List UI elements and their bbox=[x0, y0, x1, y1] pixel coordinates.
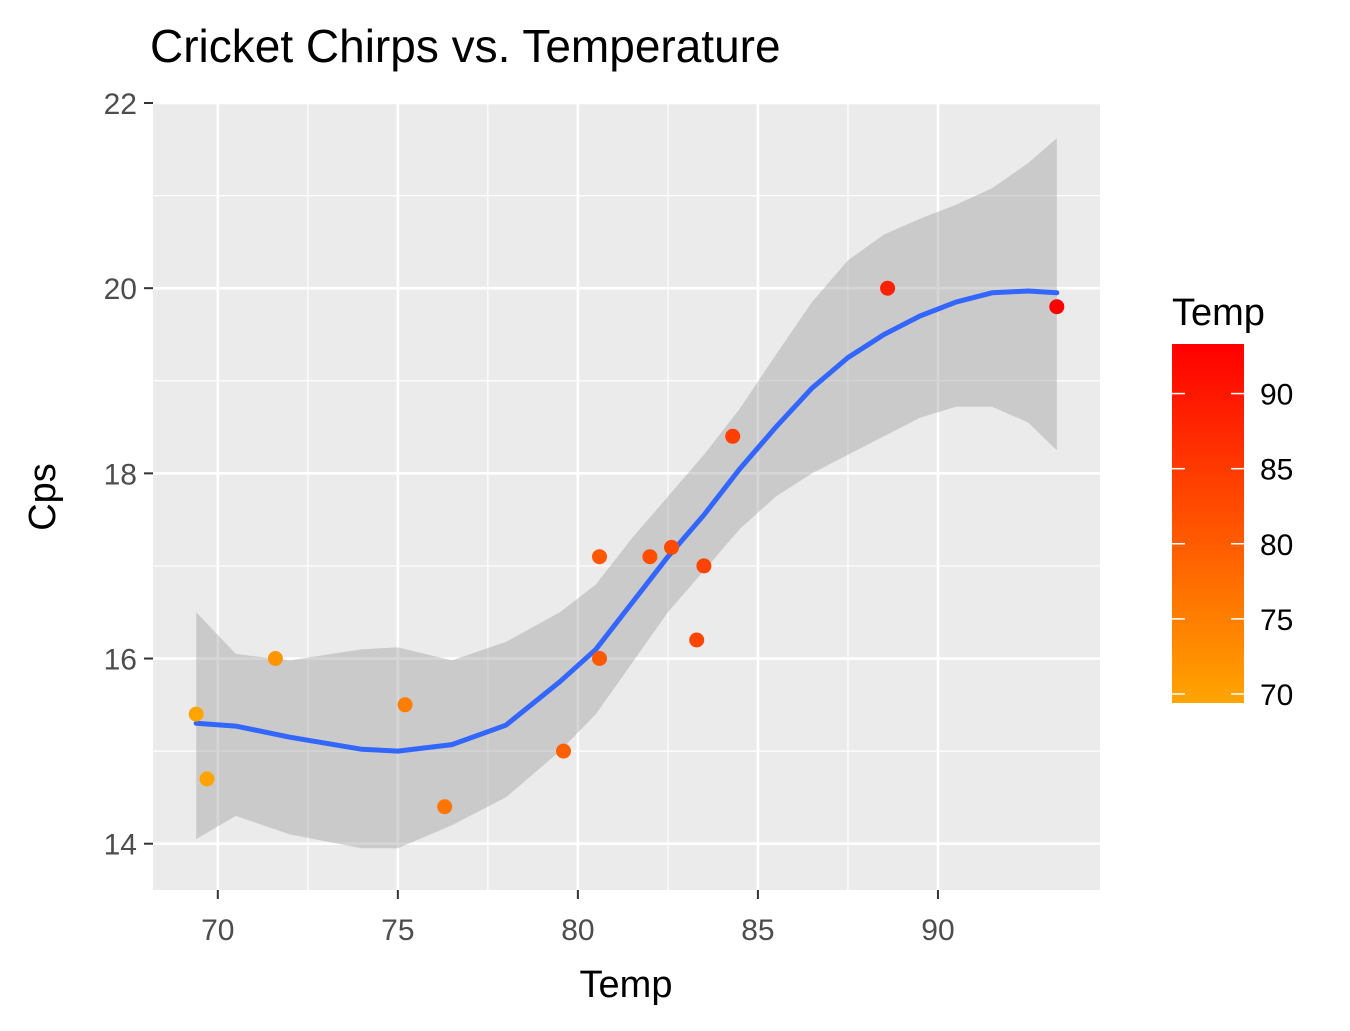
chart-title: Cricket Chirps vs. Temperature bbox=[150, 20, 781, 72]
data-point bbox=[592, 549, 607, 565]
legend-tick-label: 85 bbox=[1260, 454, 1293, 487]
y-tick-label: 18 bbox=[104, 458, 137, 491]
data-point bbox=[725, 428, 741, 444]
data-point bbox=[199, 771, 215, 787]
x-tick-label: 70 bbox=[201, 914, 234, 947]
legend-ticks: 70 75 80 85 90 bbox=[1172, 379, 1293, 712]
grid-minor bbox=[153, 103, 1100, 890]
data-point bbox=[664, 539, 679, 555]
data-point bbox=[556, 743, 571, 759]
data-point bbox=[188, 706, 204, 722]
y-tick-label: 16 bbox=[104, 644, 137, 677]
data-point bbox=[397, 697, 413, 713]
data-points bbox=[188, 280, 1065, 815]
y-axis-title: Cps bbox=[22, 463, 64, 531]
x-tick-label: 75 bbox=[381, 914, 414, 947]
x-tick-label: 85 bbox=[741, 914, 774, 947]
x-tick-label: 80 bbox=[561, 914, 594, 947]
data-point bbox=[689, 632, 705, 648]
legend-tick-label: 80 bbox=[1260, 529, 1293, 562]
y-axis: 14 16 18 20 22 bbox=[104, 88, 153, 862]
legend-title: Temp bbox=[1172, 292, 1265, 334]
smooth-line bbox=[193, 288, 1060, 754]
legend-tick-label: 70 bbox=[1260, 679, 1293, 712]
color-legend: Temp 70 75 80 85 90 bbox=[1172, 292, 1293, 712]
data-point bbox=[267, 651, 283, 666]
x-axis-title: Temp bbox=[580, 964, 673, 1006]
y-tick-label: 20 bbox=[104, 273, 137, 306]
data-point bbox=[642, 549, 658, 565]
plot-panel bbox=[153, 101, 1100, 890]
data-point bbox=[592, 651, 607, 666]
grid-major bbox=[153, 101, 1100, 890]
data-point bbox=[1049, 299, 1065, 315]
x-tick-label: 90 bbox=[921, 914, 954, 947]
y-tick-label: 14 bbox=[104, 829, 137, 862]
data-point bbox=[437, 799, 453, 815]
legend-colorbar bbox=[1172, 344, 1244, 703]
y-tick-label: 22 bbox=[104, 88, 137, 121]
legend-tick-label: 75 bbox=[1260, 604, 1293, 637]
panel-background bbox=[153, 103, 1100, 890]
data-point bbox=[880, 280, 896, 296]
data-point bbox=[696, 558, 712, 574]
x-axis: 70 75 80 85 90 bbox=[201, 890, 955, 947]
confidence-ribbon bbox=[196, 138, 1057, 849]
legend-tick-label: 90 bbox=[1260, 379, 1293, 412]
